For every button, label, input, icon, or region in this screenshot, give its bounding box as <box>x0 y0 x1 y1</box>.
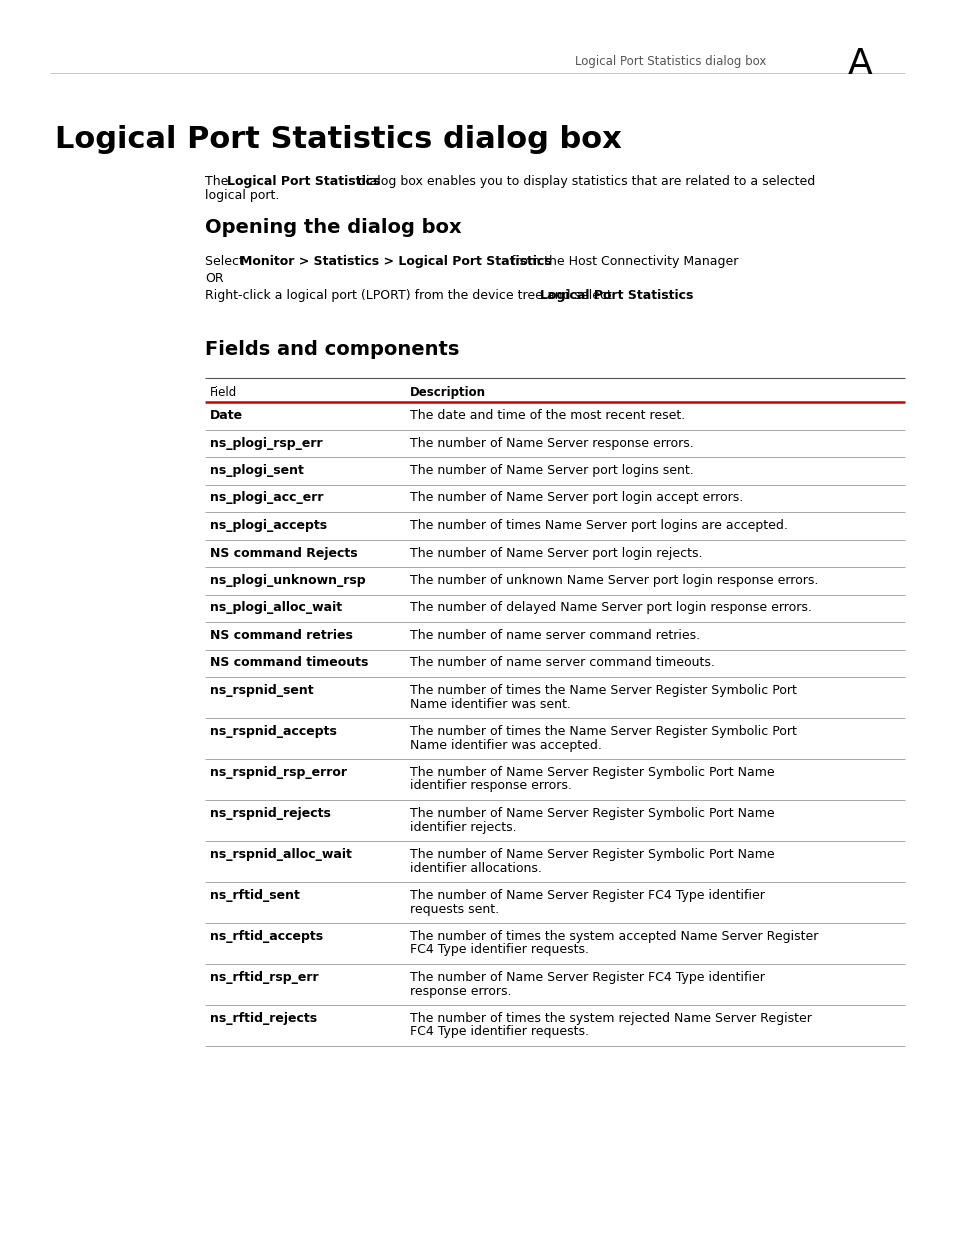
Text: dialog box enables you to display statistics that are related to a selected: dialog box enables you to display statis… <box>354 175 815 188</box>
Text: The number of Name Server response errors.: The number of Name Server response error… <box>410 436 693 450</box>
Text: The number of Name Server Register Symbolic Port Name: The number of Name Server Register Symbo… <box>410 848 774 861</box>
Text: ns_plogi_rsp_err: ns_plogi_rsp_err <box>210 436 322 450</box>
Text: identifier response errors.: identifier response errors. <box>410 779 571 793</box>
Text: OR: OR <box>205 272 223 285</box>
Text: Name identifier was accepted.: Name identifier was accepted. <box>410 739 601 752</box>
Text: The number of times the system rejected Name Server Register: The number of times the system rejected … <box>410 1011 811 1025</box>
Text: Logical Port Statistics dialog box: Logical Port Statistics dialog box <box>575 56 765 68</box>
Text: The number of Name Server Register FC4 Type identifier: The number of Name Server Register FC4 T… <box>410 971 764 984</box>
Text: from the Host Connectivity Manager: from the Host Connectivity Manager <box>506 254 738 268</box>
Text: ns_rspnid_rsp_error: ns_rspnid_rsp_error <box>210 766 347 779</box>
Text: ns_plogi_unknown_rsp: ns_plogi_unknown_rsp <box>210 574 365 587</box>
Text: Logical Port Statistics: Logical Port Statistics <box>227 175 380 188</box>
Text: The number of Name Server Register FC4 Type identifier: The number of Name Server Register FC4 T… <box>410 889 764 902</box>
Text: ns_plogi_sent: ns_plogi_sent <box>210 464 304 477</box>
Text: NS command Rejects: NS command Rejects <box>210 547 357 559</box>
Text: Monitor > Statistics > Logical Port Statistics: Monitor > Statistics > Logical Port Stat… <box>240 254 551 268</box>
Text: The date and time of the most recent reset.: The date and time of the most recent res… <box>410 409 684 422</box>
Text: A: A <box>847 47 872 82</box>
Text: The number of name server command retries.: The number of name server command retrie… <box>410 629 700 642</box>
Text: The number of Name Server port logins sent.: The number of Name Server port logins se… <box>410 464 693 477</box>
Text: logical port.: logical port. <box>205 189 279 203</box>
Text: The number of Name Server port login rejects.: The number of Name Server port login rej… <box>410 547 701 559</box>
Text: Field: Field <box>210 387 237 399</box>
Text: Right-click a logical port (LPORT) from the device tree and select: Right-click a logical port (LPORT) from … <box>205 289 616 303</box>
Text: ns_rftid_rejects: ns_rftid_rejects <box>210 1011 316 1025</box>
Text: Fields and components: Fields and components <box>205 340 459 359</box>
Text: The number of Name Server Register Symbolic Port Name: The number of Name Server Register Symbo… <box>410 806 774 820</box>
Text: ns_rftid_sent: ns_rftid_sent <box>210 889 299 902</box>
Text: The number of delayed Name Server port login response errors.: The number of delayed Name Server port l… <box>410 601 811 615</box>
Text: Logical Port Statistics dialog box: Logical Port Statistics dialog box <box>55 125 621 154</box>
Text: Logical Port Statistics: Logical Port Statistics <box>539 289 693 303</box>
Text: ns_rspnid_alloc_wait: ns_rspnid_alloc_wait <box>210 848 352 861</box>
Text: NS command retries: NS command retries <box>210 629 353 642</box>
Text: Select: Select <box>205 254 248 268</box>
Text: ns_rspnid_accepts: ns_rspnid_accepts <box>210 725 336 739</box>
Text: ns_rftid_rsp_err: ns_rftid_rsp_err <box>210 971 318 984</box>
Text: The: The <box>205 175 233 188</box>
Text: ns_rspnid_rejects: ns_rspnid_rejects <box>210 806 331 820</box>
Text: FC4 Type identifier requests.: FC4 Type identifier requests. <box>410 1025 588 1039</box>
Text: response errors.: response errors. <box>410 984 511 998</box>
Text: The number of name server command timeouts.: The number of name server command timeou… <box>410 657 714 669</box>
Text: NS command timeouts: NS command timeouts <box>210 657 368 669</box>
Text: ns_rftid_accepts: ns_rftid_accepts <box>210 930 323 944</box>
Text: requests sent.: requests sent. <box>410 903 498 915</box>
Text: The number of Name Server port login accept errors.: The number of Name Server port login acc… <box>410 492 742 505</box>
Text: ns_plogi_acc_err: ns_plogi_acc_err <box>210 492 323 505</box>
Text: The number of times the Name Server Register Symbolic Port: The number of times the Name Server Regi… <box>410 725 796 739</box>
Text: ns_rspnid_sent: ns_rspnid_sent <box>210 684 314 697</box>
Text: .: . <box>666 289 670 303</box>
Text: ns_plogi_alloc_wait: ns_plogi_alloc_wait <box>210 601 342 615</box>
Text: The number of Name Server Register Symbolic Port Name: The number of Name Server Register Symbo… <box>410 766 774 779</box>
Text: FC4 Type identifier requests.: FC4 Type identifier requests. <box>410 944 588 956</box>
Text: identifier allocations.: identifier allocations. <box>410 862 541 874</box>
Text: Date: Date <box>210 409 243 422</box>
Text: The number of unknown Name Server port login response errors.: The number of unknown Name Server port l… <box>410 574 818 587</box>
Text: Name identifier was sent.: Name identifier was sent. <box>410 698 570 710</box>
Text: The number of times Name Server port logins are accepted.: The number of times Name Server port log… <box>410 519 787 532</box>
Text: The number of times the system accepted Name Server Register: The number of times the system accepted … <box>410 930 818 944</box>
Text: Description: Description <box>410 387 485 399</box>
Text: identifier rejects.: identifier rejects. <box>410 820 517 834</box>
Text: ns_plogi_accepts: ns_plogi_accepts <box>210 519 327 532</box>
Text: Opening the dialog box: Opening the dialog box <box>205 219 461 237</box>
Text: The number of times the Name Server Register Symbolic Port: The number of times the Name Server Regi… <box>410 684 796 697</box>
